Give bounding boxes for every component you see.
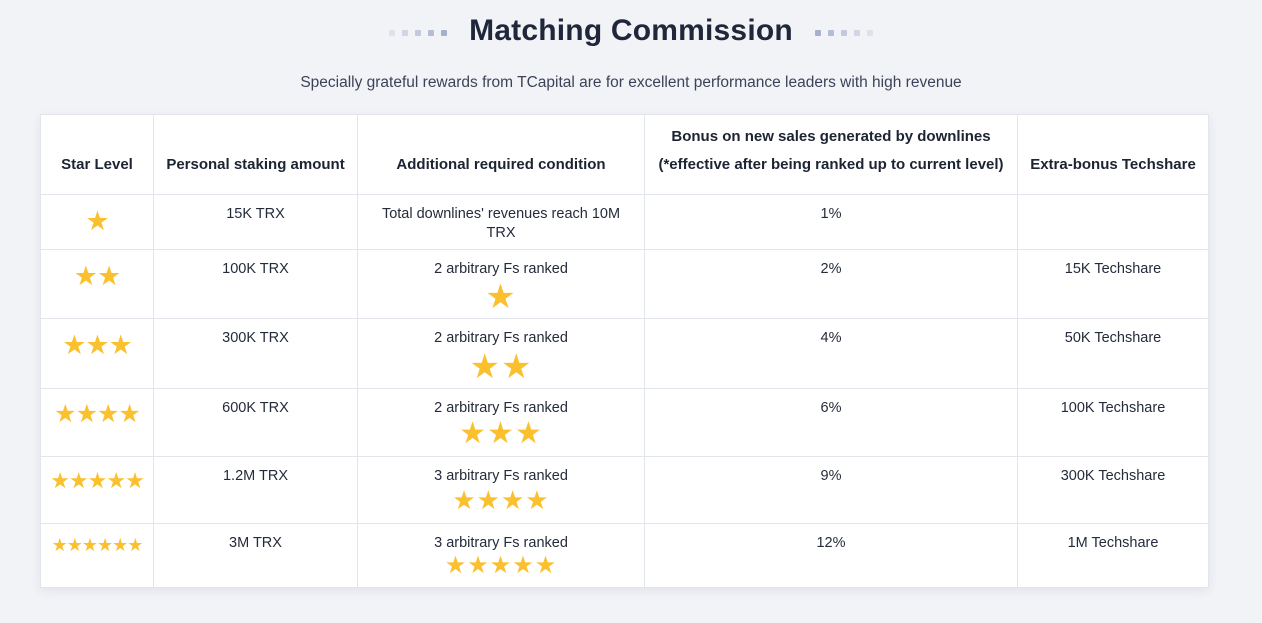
title-decor-dots-right-icon	[814, 26, 873, 36]
cell-staking-amount: 15K TRX	[153, 193, 358, 250]
star-icons: ★	[85, 205, 109, 236]
condition-star-icons: ★★★	[459, 417, 543, 451]
section-header: Matching Commission	[0, 14, 1262, 48]
star-icons: ★★★★	[54, 399, 141, 428]
cell-bonus: 4%	[644, 318, 1018, 389]
column-header-label: Personal staking amount	[166, 155, 345, 173]
cell-techshare: 100K Techshare	[1017, 387, 1209, 457]
cell-staking-amount: 100K TRX	[153, 248, 358, 320]
table-row: ★★★★ 600K TRX 2 arbitrary Fs ranked ★★★ …	[40, 387, 1209, 457]
title-decor-dots-left-icon	[389, 26, 448, 36]
condition-star-icons: ★★	[469, 347, 533, 386]
star-icons: ★★★	[62, 330, 133, 361]
cell-staking-amount: 3M TRX	[153, 522, 358, 588]
column-header-staking-amount: Personal staking amount	[153, 114, 358, 195]
table-row: ★★★★★★ 3M TRX 3 arbitrary Fs ranked ★★★★…	[40, 522, 1209, 588]
column-header-label: Extra-bonus Techshare	[1030, 155, 1196, 173]
cell-condition: 3 arbitrary Fs ranked ★★★★★	[357, 522, 645, 588]
cell-bonus: 12%	[644, 522, 1018, 588]
cell-techshare: 300K Techshare	[1017, 455, 1209, 524]
cell-bonus: 1%	[644, 193, 1018, 250]
condition-star-icons: ★	[485, 278, 517, 317]
table-header-row: Star Level Personal staking amount Addit…	[40, 114, 1209, 195]
cell-techshare	[1017, 193, 1209, 250]
star-icons: ★★★★★	[50, 467, 145, 493]
condition-text: 3 arbitrary Fs ranked	[434, 534, 568, 551]
column-header-bonus: Bonus on new sales generated by downline…	[644, 114, 1018, 195]
cell-condition: 2 arbitrary Fs ranked ★	[357, 248, 645, 320]
cell-star-level: ★★★★★	[40, 455, 154, 524]
column-header-label-line1: Bonus on new sales generated by downline…	[671, 128, 991, 145]
table-row: ★ 15K TRX Total downlines' revenues reac…	[40, 193, 1209, 250]
cell-techshare: 50K Techshare	[1017, 318, 1209, 389]
cell-condition: 2 arbitrary Fs ranked ★★	[357, 318, 645, 389]
column-header-label-line2: (*effective after being ranked up to cur…	[658, 155, 1004, 173]
star-icons: ★★★★★★	[51, 534, 144, 555]
column-header-required-condition: Additional required condition	[357, 114, 645, 195]
cell-star-level: ★★★★	[40, 387, 154, 457]
cell-techshare: 1M Techshare	[1017, 522, 1209, 588]
column-header-extra-bonus: Extra-bonus Techshare	[1017, 114, 1209, 195]
star-icons: ★★	[73, 260, 121, 291]
cell-condition: 3 arbitrary Fs ranked ★★★★	[357, 455, 645, 524]
condition-star-icons: ★★★★	[452, 485, 550, 516]
cell-bonus: 2%	[644, 248, 1018, 320]
commission-table: Star Level Personal staking amount Addit…	[40, 114, 1209, 588]
table-row: ★★★★★ 1.2M TRX 3 arbitrary Fs ranked ★★★…	[40, 455, 1209, 524]
column-header-label: Additional required condition	[396, 155, 606, 173]
cell-staking-amount: 600K TRX	[153, 387, 358, 457]
cell-star-level: ★★★★★★	[40, 522, 154, 588]
cell-condition: 2 arbitrary Fs ranked ★★★	[357, 387, 645, 457]
condition-text: Total downlines' revenues reach 10M TRX	[381, 205, 621, 242]
cell-bonus: 6%	[644, 387, 1018, 457]
cell-staking-amount: 300K TRX	[153, 318, 358, 389]
condition-star-icons: ★★★★★	[444, 552, 558, 580]
section-subtitle: Specially grateful rewards from TCapital…	[300, 74, 962, 91]
cell-star-level: ★	[40, 193, 154, 250]
cell-techshare: 15K Techshare	[1017, 248, 1209, 320]
column-header-label: Star Level	[61, 155, 133, 173]
cell-star-level: ★★	[40, 248, 154, 320]
column-header-star-level: Star Level	[40, 114, 154, 195]
page-title: Matching Commission	[469, 14, 793, 47]
condition-text: 2 arbitrary Fs ranked	[434, 399, 568, 416]
condition-text: 3 arbitrary Fs ranked	[434, 467, 568, 484]
condition-text: 2 arbitrary Fs ranked	[434, 260, 568, 277]
condition-text: 2 arbitrary Fs ranked	[434, 330, 568, 347]
table-row: ★★★ 300K TRX 2 arbitrary Fs ranked ★★ 4%…	[40, 318, 1209, 389]
cell-condition: Total downlines' revenues reach 10M TRX	[357, 193, 645, 250]
table-row: ★★ 100K TRX 2 arbitrary Fs ranked ★ 2% 1…	[40, 248, 1209, 320]
cell-staking-amount: 1.2M TRX	[153, 455, 358, 524]
cell-bonus: 9%	[644, 455, 1018, 524]
cell-star-level: ★★★	[40, 318, 154, 389]
